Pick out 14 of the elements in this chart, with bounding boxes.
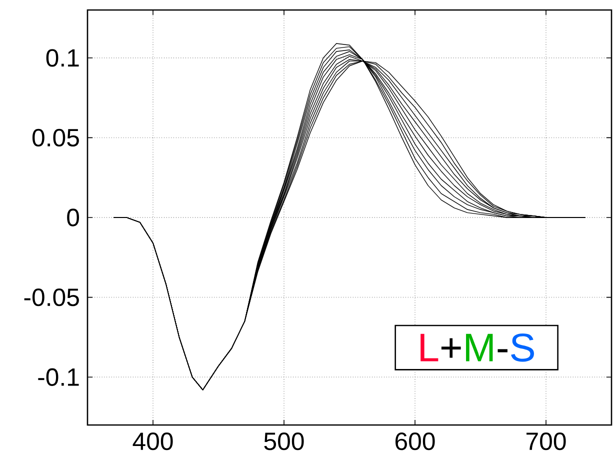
x-tick-label: 400 — [132, 432, 173, 450]
y-tick-label: -0.1 — [38, 368, 79, 386]
y-tick-label: -0.05 — [24, 288, 79, 306]
annotation: - — [498, 349, 508, 352]
annotation: L — [420, 334, 438, 362]
x-tick-label: 500 — [264, 432, 304, 450]
x-tick-label: 700 — [526, 432, 566, 450]
annotation: + — [441, 338, 461, 358]
y-tick-label: 0 — [67, 208, 80, 226]
y-tick-label: 0.1 — [46, 49, 79, 67]
annotation: M — [466, 334, 493, 362]
annotation: S — [511, 333, 534, 362]
x-tick-label: 600 — [395, 432, 435, 450]
y-tick-label: 0.05 — [32, 128, 79, 147]
